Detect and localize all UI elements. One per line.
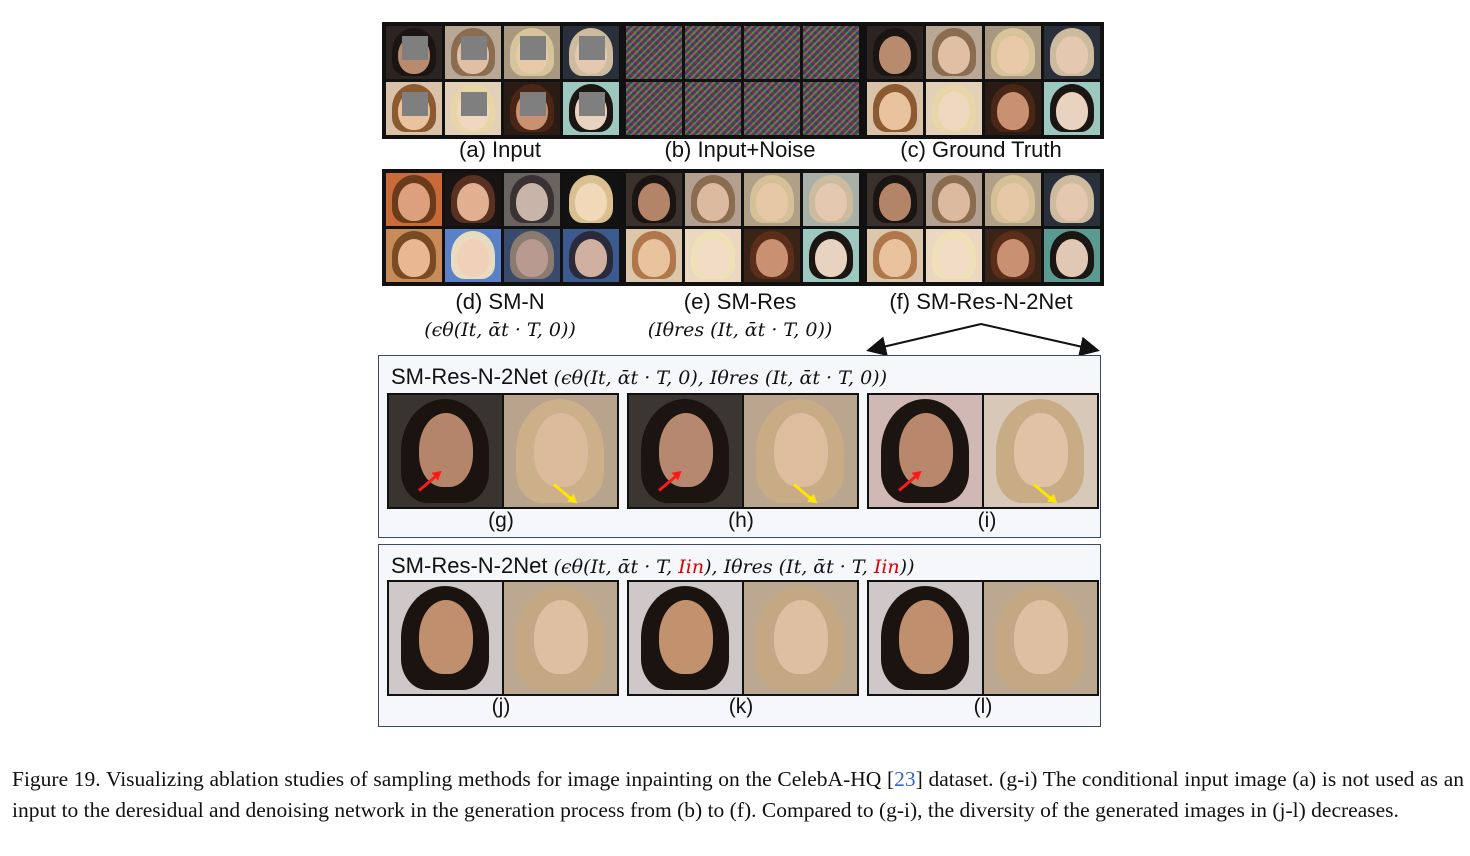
caption-e-formula: (Iθres (It, ᾱt · T, 0)) xyxy=(647,319,833,341)
label-k: (k) xyxy=(728,695,754,718)
result-j xyxy=(387,580,619,696)
grid-ground-truth xyxy=(863,22,1104,139)
grid-sm-res-n-2net xyxy=(863,169,1104,286)
caption-d: (d) SM-N xyxy=(455,289,545,314)
label-i: (i) xyxy=(977,509,997,532)
caption-d-formula: (ϵθ(It, ᾱt · T, 0)) xyxy=(424,319,576,341)
label-g: (g) xyxy=(488,509,514,532)
result-k xyxy=(627,580,859,696)
panel1-title: SM-Res-N-2Net (ϵθ(It, ᾱt · T, 0), Iθres … xyxy=(391,364,887,389)
figure-caption: Figure 19. Visualizing ablation studies … xyxy=(12,767,1464,822)
grid-sm-res xyxy=(622,169,863,286)
caption-b: (b) Input+Noise xyxy=(664,137,816,162)
grid-input-noise xyxy=(622,22,863,139)
panel-sm-res-n-2net-unconditioned: SM-Res-N-2Net (ϵθ(It, ᾱt · T, 0), Iθres … xyxy=(378,355,1101,538)
panel-sm-res-n-2net-conditioned: SM-Res-N-2Net (ϵθ(It, ᾱt · T, Iin), Iθre… xyxy=(378,544,1101,727)
caption-c: (c) Ground Truth xyxy=(900,137,1062,162)
grid-input xyxy=(382,22,623,139)
panel2-title: SM-Res-N-2Net (ϵθ(It, ᾱt · T, Iin), Iθre… xyxy=(391,553,915,578)
label-l: (l) xyxy=(973,695,993,718)
connector-arrows xyxy=(866,323,1100,357)
label-h: (h) xyxy=(728,509,754,532)
result-l xyxy=(867,580,1099,696)
result-i xyxy=(867,393,1099,509)
result-h xyxy=(627,393,859,509)
caption-e: (e) SM-Res xyxy=(683,289,797,314)
label-j: (j) xyxy=(491,695,511,718)
result-g xyxy=(387,393,619,509)
citation-link[interactable]: 23 xyxy=(894,767,916,791)
grid-sm-n xyxy=(382,169,623,286)
caption-f: (f) SM-Res-N-2Net xyxy=(889,289,1073,314)
caption-a: (a) Input xyxy=(459,137,541,162)
